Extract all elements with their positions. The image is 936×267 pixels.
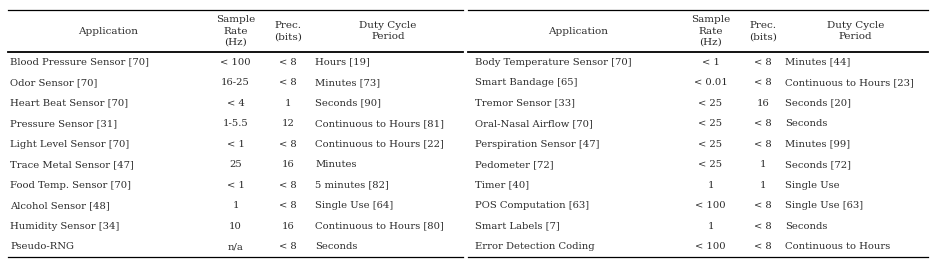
Text: Smart Labels [7]: Smart Labels [7] [475, 222, 560, 231]
Text: Oral-Nasal Airflow [70]: Oral-Nasal Airflow [70] [475, 119, 592, 128]
Text: Continuous to Hours [23]: Continuous to Hours [23] [785, 78, 914, 87]
Text: Humidity Sensor [34]: Humidity Sensor [34] [10, 222, 120, 231]
Text: Light Level Sensor [70]: Light Level Sensor [70] [10, 140, 129, 149]
Text: < 8: < 8 [279, 242, 297, 251]
Text: < 8: < 8 [754, 140, 772, 149]
Text: Body Temperature Sensor [70]: Body Temperature Sensor [70] [475, 58, 632, 67]
Text: Hours [19]: Hours [19] [315, 58, 370, 67]
Text: Heart Beat Sensor [70]: Heart Beat Sensor [70] [10, 99, 128, 108]
Text: < 8: < 8 [754, 119, 772, 128]
Text: Seconds [90]: Seconds [90] [315, 99, 381, 108]
Text: Smart Bandage [65]: Smart Bandage [65] [475, 78, 578, 87]
Text: < 8: < 8 [754, 78, 772, 87]
Text: 16: 16 [282, 222, 295, 231]
Text: Pseudo-RNG: Pseudo-RNG [10, 242, 74, 251]
Text: Minutes: Minutes [315, 160, 357, 169]
Text: Minutes [44]: Minutes [44] [785, 58, 851, 67]
Text: Sample
Rate
(Hz): Sample Rate (Hz) [216, 15, 256, 47]
Text: n/a: n/a [227, 242, 243, 251]
Text: Application: Application [548, 26, 608, 36]
Text: < 1: < 1 [702, 58, 720, 67]
Text: Blood Pressure Sensor [70]: Blood Pressure Sensor [70] [10, 58, 149, 67]
Text: Odor Sensor [70]: Odor Sensor [70] [10, 78, 97, 87]
Text: 10: 10 [229, 222, 241, 231]
Text: < 100: < 100 [695, 242, 725, 251]
Text: Seconds: Seconds [315, 242, 358, 251]
Text: Food Temp. Sensor [70]: Food Temp. Sensor [70] [10, 181, 131, 190]
Text: Sample
Rate
(Hz): Sample Rate (Hz) [691, 15, 730, 47]
Text: < 25: < 25 [698, 119, 723, 128]
Text: Seconds: Seconds [785, 222, 827, 231]
Text: 1-5.5: 1-5.5 [223, 119, 248, 128]
Text: < 100: < 100 [220, 58, 251, 67]
Text: Pedometer [72]: Pedometer [72] [475, 160, 553, 169]
Text: Minutes [73]: Minutes [73] [315, 78, 380, 87]
Text: < 25: < 25 [698, 99, 723, 108]
Text: < 8: < 8 [754, 58, 772, 67]
Text: 16: 16 [756, 99, 769, 108]
Text: Error Detection Coding: Error Detection Coding [475, 242, 594, 251]
Text: 1: 1 [760, 160, 767, 169]
Text: < 0.01: < 0.01 [694, 78, 727, 87]
Text: < 100: < 100 [695, 201, 725, 210]
Text: Minutes [99]: Minutes [99] [785, 140, 850, 149]
Text: Seconds [72]: Seconds [72] [785, 160, 851, 169]
Text: Application: Application [78, 26, 138, 36]
Text: Seconds [20]: Seconds [20] [785, 99, 851, 108]
Text: < 8: < 8 [754, 222, 772, 231]
Text: Prec.
(bits): Prec. (bits) [749, 21, 777, 41]
Text: Tremor Sensor [33]: Tremor Sensor [33] [475, 99, 575, 108]
Text: 12: 12 [282, 119, 295, 128]
Text: 1: 1 [708, 222, 714, 231]
Text: Duty Cycle
Period: Duty Cycle Period [826, 21, 885, 41]
Text: Continuous to Hours [22]: Continuous to Hours [22] [315, 140, 444, 149]
Text: < 8: < 8 [279, 78, 297, 87]
Text: Continuous to Hours [80]: Continuous to Hours [80] [315, 222, 444, 231]
Text: Pressure Sensor [31]: Pressure Sensor [31] [10, 119, 117, 128]
Text: Continuous to Hours: Continuous to Hours [785, 242, 890, 251]
Text: POS Computation [63]: POS Computation [63] [475, 201, 589, 210]
Text: < 8: < 8 [754, 242, 772, 251]
Text: 5 minutes [82]: 5 minutes [82] [315, 181, 388, 190]
Text: Duty Cycle
Period: Duty Cycle Period [359, 21, 417, 41]
Text: < 25: < 25 [698, 160, 723, 169]
Text: Alcohol Sensor [48]: Alcohol Sensor [48] [10, 201, 110, 210]
Text: 16-25: 16-25 [221, 78, 250, 87]
Text: Perspiration Sensor [47]: Perspiration Sensor [47] [475, 140, 599, 149]
Text: < 1: < 1 [227, 140, 244, 149]
Text: < 8: < 8 [754, 201, 772, 210]
Text: < 4: < 4 [227, 99, 244, 108]
Text: 1: 1 [285, 99, 291, 108]
Text: Seconds: Seconds [785, 119, 827, 128]
Text: Continuous to Hours [81]: Continuous to Hours [81] [315, 119, 444, 128]
Text: Trace Metal Sensor [47]: Trace Metal Sensor [47] [10, 160, 134, 169]
Text: 16: 16 [282, 160, 295, 169]
Text: < 1: < 1 [227, 181, 244, 190]
Text: 1: 1 [760, 181, 767, 190]
Text: 25: 25 [229, 160, 241, 169]
Text: Timer [40]: Timer [40] [475, 181, 529, 190]
Text: < 8: < 8 [279, 140, 297, 149]
Text: Single Use [63]: Single Use [63] [785, 201, 863, 210]
Text: < 8: < 8 [279, 58, 297, 67]
Text: < 8: < 8 [279, 201, 297, 210]
Text: < 8: < 8 [279, 181, 297, 190]
Text: 1: 1 [232, 201, 239, 210]
Text: 1: 1 [708, 181, 714, 190]
Text: Single Use: Single Use [785, 181, 840, 190]
Text: Single Use [64]: Single Use [64] [315, 201, 393, 210]
Text: < 25: < 25 [698, 140, 723, 149]
Text: Prec.
(bits): Prec. (bits) [274, 21, 302, 41]
